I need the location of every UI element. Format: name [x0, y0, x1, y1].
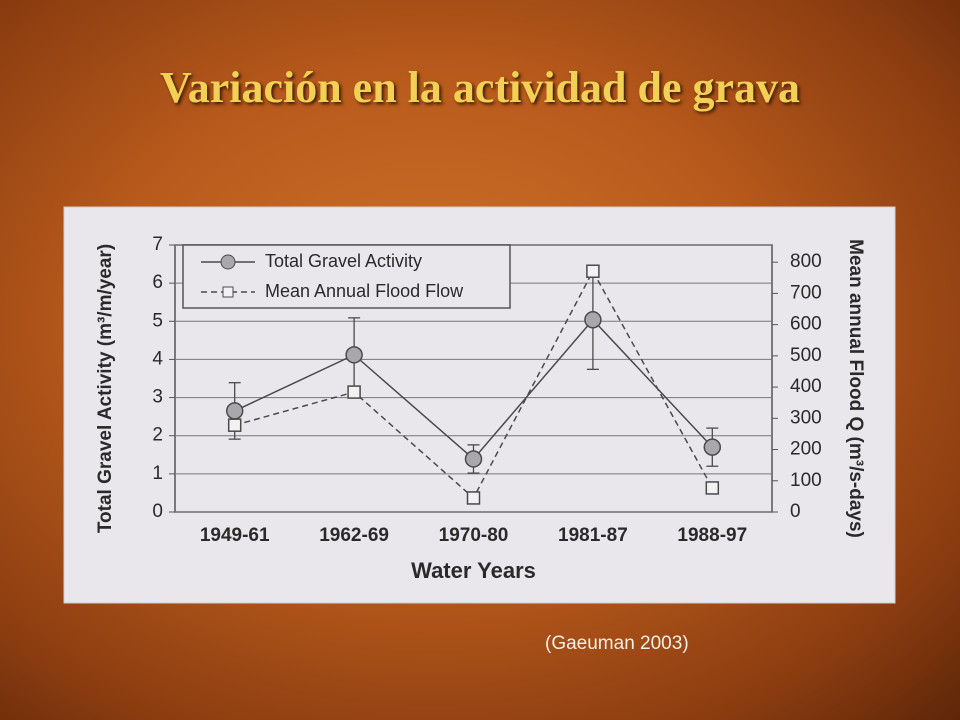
y2-tick-label: 500	[790, 345, 822, 366]
legend-label: Mean Annual Flood Flow	[265, 281, 464, 301]
x-axis-label: Water Years	[411, 558, 536, 583]
legend-label: Total Gravel Activity	[265, 251, 422, 271]
data-point	[464, 450, 483, 468]
y-tick-label: 2	[152, 425, 163, 446]
data-point	[347, 385, 361, 399]
data-point	[705, 481, 720, 495]
y2-tick-label: 0	[790, 501, 801, 522]
legend-box	[182, 244, 511, 309]
y2-tick-label: 400	[790, 376, 822, 397]
y-tick-label: 0	[152, 501, 163, 522]
caption: (Gaeuman 2003)	[545, 633, 689, 654]
data-point	[584, 311, 602, 329]
y2-tick-label: 700	[790, 282, 822, 303]
data-point	[225, 402, 244, 420]
y2-tick-label: 200	[790, 439, 822, 460]
y2-tick-label: 600	[790, 314, 822, 335]
legend-marker	[222, 286, 234, 298]
data-point	[345, 346, 363, 364]
x-tick-label: 1949-61	[200, 525, 270, 546]
y-tick-label: 5	[152, 310, 163, 331]
y-tick-label: 3	[152, 387, 163, 408]
y2-tick-label: 300	[790, 407, 822, 428]
x-tick-label: 1981-87	[558, 525, 628, 546]
data-point	[586, 264, 600, 278]
y2-axis-label: Mean annual Flood Q (m³/s-days)	[845, 239, 866, 538]
y-tick-label: 6	[152, 272, 163, 293]
y2-tick-label: 800	[790, 251, 822, 272]
y-axis-label: Total Gravel Activity (m³/m/year)	[95, 244, 116, 533]
y-tick-label: 1	[152, 463, 163, 484]
data-point	[466, 491, 481, 505]
x-tick-label: 1962-69	[319, 525, 389, 546]
y-tick-label: 4	[152, 348, 163, 369]
data-point	[703, 438, 722, 456]
x-tick-label: 1988-97	[677, 525, 747, 546]
y-tick-label: 7	[152, 234, 163, 255]
data-point	[227, 418, 242, 432]
slide-title: Variación en la actividad de grava	[159, 63, 801, 112]
y2-tick-label: 100	[790, 470, 822, 491]
legend-marker	[220, 254, 236, 270]
x-tick-label: 1970-80	[439, 525, 509, 546]
